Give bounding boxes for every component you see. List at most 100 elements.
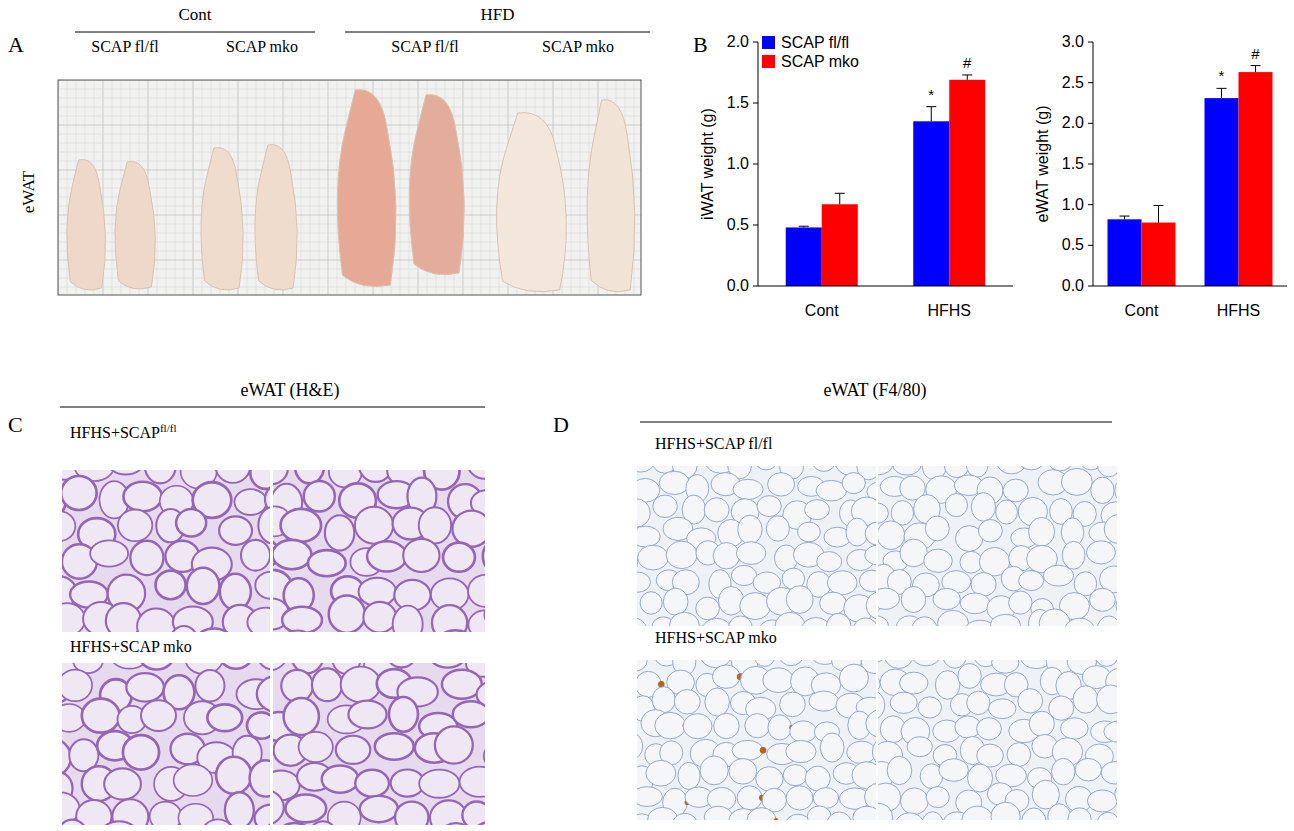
tissue-label: eWAT: [19, 170, 38, 213]
panel-letter: B: [693, 32, 708, 57]
paper-grid: [58, 107, 641, 108]
adipocyte: [783, 765, 807, 786]
adipocyte: [865, 522, 876, 545]
title-line: [640, 422, 1112, 423]
annotation: *: [928, 86, 934, 103]
adipocyte: [141, 700, 176, 731]
tissue: [337, 90, 396, 287]
adipocyte: [468, 575, 485, 607]
adipocyte: [866, 592, 876, 620]
adipocyte: [637, 660, 647, 671]
paper-grid: [481, 80, 482, 295]
panel-letter: D: [553, 412, 569, 437]
bar: [1239, 72, 1273, 286]
adipocyte: [1104, 721, 1117, 743]
adipocyte: [257, 676, 270, 712]
paper-grid: [58, 89, 641, 90]
adipocyte: [637, 787, 662, 807]
adipocyte: [435, 726, 473, 763]
adipocyte: [363, 602, 396, 632]
adipocyte: [853, 618, 876, 626]
adipocyte: [826, 613, 851, 626]
adipocyte: [1097, 812, 1117, 820]
adipocyte: [1018, 466, 1045, 470]
adipocyte: [255, 805, 270, 825]
adipocyte: [299, 732, 333, 762]
adipocyte: [637, 732, 643, 761]
chart: 0.00.51.01.52.0iWAT weight (g)ContHFHS*#…: [699, 33, 1013, 319]
adipocyte: [729, 759, 757, 785]
error-cap: [926, 106, 936, 107]
adipocyte: [187, 568, 220, 604]
stain: [760, 747, 767, 754]
adipocyte: [640, 592, 662, 615]
adipocyte: [714, 713, 740, 738]
adipocyte: [341, 667, 381, 703]
adipocyte: [62, 820, 88, 825]
adipocyte: [962, 806, 993, 820]
y-tick-label: 0.0: [1062, 277, 1084, 294]
adipocyte: [194, 629, 234, 632]
paper-grid: [112, 80, 113, 295]
adipocyte: [348, 701, 386, 729]
adipocyte: [1104, 515, 1117, 544]
adipocyte: [258, 663, 270, 670]
adipocyte: [443, 543, 475, 572]
adipocyte: [672, 813, 699, 820]
adipocyte: [912, 660, 941, 666]
adipocyte: [988, 699, 1016, 719]
adipocyte: [893, 466, 921, 475]
paper-grid: [400, 80, 401, 295]
adipocyte: [766, 516, 789, 541]
adipocyte: [1052, 758, 1075, 785]
adipocyte: [1043, 565, 1073, 586]
adipocyte: [900, 539, 927, 567]
adipocyte: [355, 507, 393, 544]
adipocyte: [637, 499, 650, 528]
adipocyte: [285, 794, 326, 822]
adipocyte: [284, 698, 319, 735]
adipocyte: [216, 757, 251, 794]
micrograph-bg: [637, 660, 876, 820]
y-tick: [1088, 204, 1093, 205]
y-tick: [1088, 164, 1093, 165]
stain: [774, 818, 778, 820]
adipocyte: [312, 668, 342, 701]
adipocyte: [637, 466, 654, 472]
chart: 0.00.51.01.52.02.53.0eWAT weight (g)Cont…: [1034, 33, 1287, 319]
adipocyte: [866, 710, 876, 738]
adipocyte: [798, 522, 821, 542]
error-cap: [1154, 205, 1164, 206]
adipocyte: [273, 540, 311, 569]
micrograph: [273, 663, 485, 825]
adipocyte: [403, 539, 439, 572]
adipocyte: [780, 692, 806, 717]
y-tick-label: 1.0: [1062, 196, 1084, 213]
adipocyte: [262, 823, 270, 825]
paper: [58, 80, 641, 295]
adipocyte: [453, 701, 485, 727]
adipocyte: [740, 593, 771, 620]
error-stem: [967, 75, 968, 80]
y-tick: [1088, 42, 1093, 43]
adipocyte: [468, 610, 485, 632]
row-label: HFHS+SCAPfl/fl: [70, 422, 176, 441]
adipocyte: [872, 737, 876, 766]
adipocyte: [958, 664, 981, 689]
adipocyte: [137, 608, 175, 632]
error-cap: [1217, 88, 1227, 89]
adipocyte: [419, 770, 459, 798]
adipocyte: [329, 596, 365, 632]
adipocyte: [360, 796, 398, 822]
adipocyte: [859, 570, 876, 592]
y-tick: [1088, 82, 1093, 83]
adipocyte: [637, 526, 660, 547]
paper-grid: [184, 80, 185, 295]
adipocyte: [991, 614, 1021, 626]
adipocyte: [653, 495, 678, 517]
adipocyte: [786, 786, 813, 810]
adipocyte: [887, 756, 912, 784]
adipocyte: [282, 607, 322, 632]
adipocyte: [907, 737, 932, 757]
adipocyte: [273, 470, 288, 484]
